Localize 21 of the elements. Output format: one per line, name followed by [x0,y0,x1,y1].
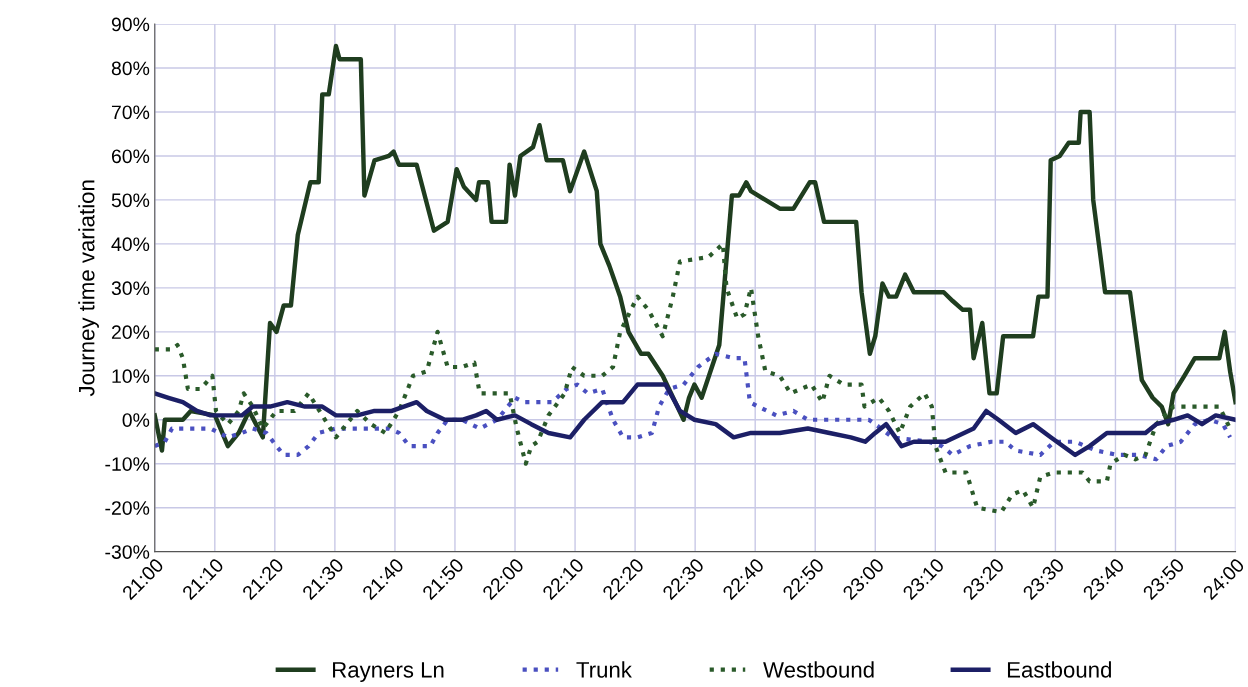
y-tick-label: 0% [122,413,150,427]
y-tick-label: -10% [105,457,150,471]
y-tick-label: -20% [105,501,150,515]
y-tick-label: 40% [111,237,150,252]
legend-label: Trunk [576,661,632,678]
y-tick-label: 60% [111,149,150,164]
y-axis-title: Journey time variation [78,180,99,397]
y-tick-label: 90% [111,17,150,32]
y-tick-label: 10% [112,369,150,384]
y-tick-label: 20% [111,325,150,340]
y-tick-label: 50% [111,193,150,208]
line-series [154,382,1236,458]
legend-label: Westbound [763,661,874,678]
y-tick-label: -30% [105,545,150,559]
legend-label: Rayners Ln [333,662,444,683]
y-tick-label: 70% [111,105,150,120]
legend-label: Eastbound [1007,661,1111,678]
y-tick-label: 80% [111,61,150,76]
line-series [154,351,1233,462]
y-tick-label: 30% [111,281,150,296]
line-series [154,43,1236,453]
